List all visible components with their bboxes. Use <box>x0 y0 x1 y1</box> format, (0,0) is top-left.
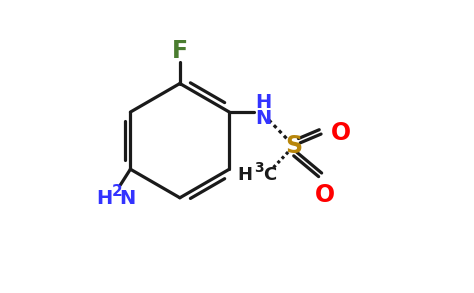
Text: F: F <box>172 39 188 63</box>
Text: C: C <box>263 166 276 184</box>
Text: S: S <box>285 134 302 158</box>
Text: 3: 3 <box>254 161 264 175</box>
Text: H: H <box>238 166 253 184</box>
Text: H
N: H N <box>255 93 271 129</box>
Text: N: N <box>119 189 136 208</box>
Text: O: O <box>315 183 335 207</box>
Text: H: H <box>97 189 113 208</box>
Text: O: O <box>331 121 351 144</box>
Text: 2: 2 <box>111 183 122 199</box>
